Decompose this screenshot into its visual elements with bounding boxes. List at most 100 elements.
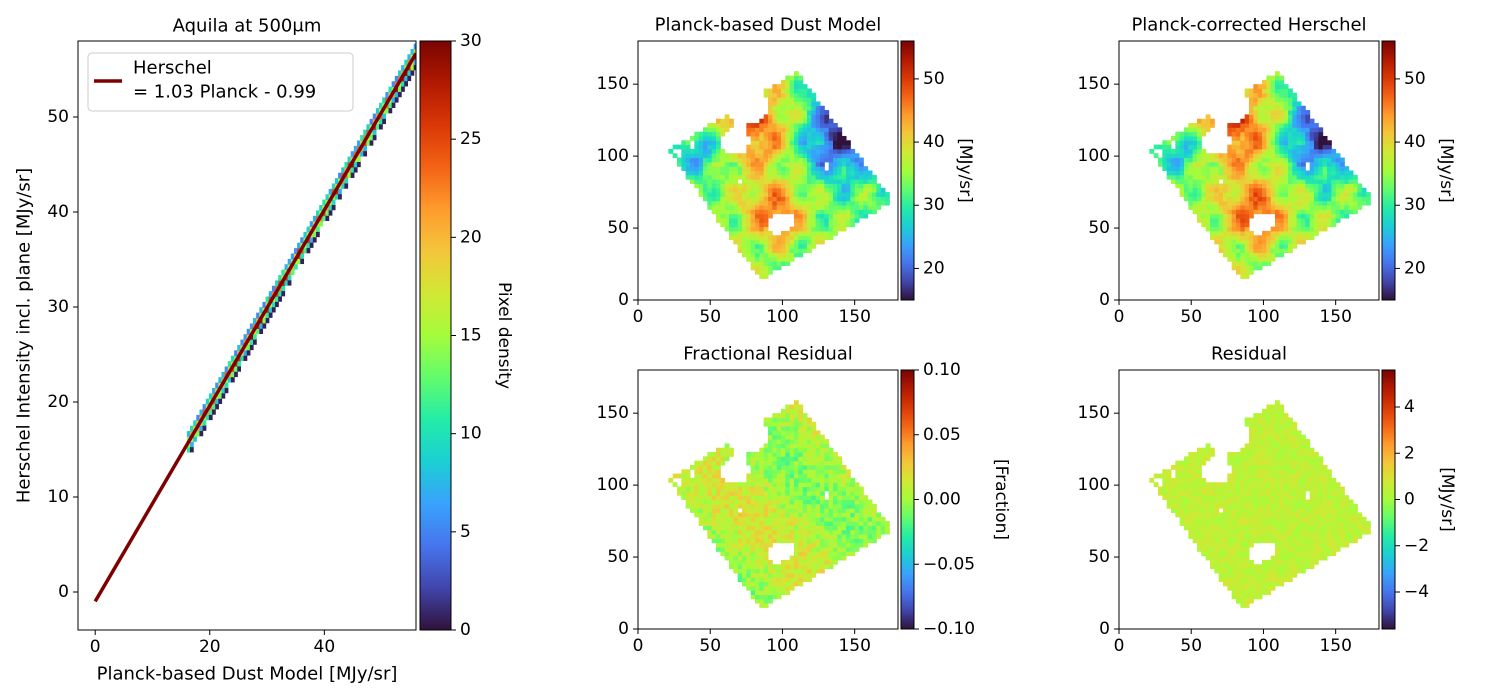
map-pixel bbox=[1314, 127, 1319, 133]
map-pixel bbox=[729, 503, 734, 509]
map-pixel bbox=[685, 161, 691, 167]
map-pixel bbox=[1283, 235, 1289, 241]
map-pixel bbox=[746, 521, 752, 526]
histogram-cell bbox=[271, 306, 276, 313]
map-pixel bbox=[820, 464, 825, 470]
map-pixel bbox=[781, 196, 786, 202]
map-pixel bbox=[1240, 603, 1246, 608]
map-pixel bbox=[720, 460, 726, 466]
map-pixel bbox=[685, 166, 691, 171]
map-pixel bbox=[763, 88, 769, 94]
map-pixel bbox=[1231, 512, 1237, 518]
map-pixel bbox=[772, 577, 778, 583]
map-pixel bbox=[681, 495, 687, 500]
map-pixel bbox=[1244, 248, 1250, 254]
map-pixel bbox=[1231, 161, 1237, 167]
map-pixel bbox=[759, 226, 765, 232]
histogram-cell bbox=[268, 312, 273, 318]
x-tick-label: 0 bbox=[90, 637, 101, 657]
map-pixel bbox=[798, 230, 804, 236]
map-pixel bbox=[1283, 243, 1289, 249]
map-pixel bbox=[802, 486, 808, 492]
map-pixel bbox=[703, 469, 708, 475]
map-pixel bbox=[1236, 243, 1241, 249]
map-pixel bbox=[1262, 79, 1267, 85]
map-pixel bbox=[1266, 516, 1272, 522]
map-pixel bbox=[1184, 486, 1189, 492]
map-pixel bbox=[781, 123, 786, 128]
map-pixel bbox=[1314, 196, 1319, 202]
map-pixel bbox=[681, 469, 687, 475]
map-pixel bbox=[1253, 521, 1259, 526]
map-pixel bbox=[1244, 256, 1250, 262]
histogram-cell bbox=[189, 441, 194, 448]
map-pixel bbox=[1305, 140, 1311, 146]
map-pixel bbox=[785, 456, 791, 462]
map-pixel bbox=[776, 499, 782, 505]
legend-label-line1: Herschel bbox=[133, 58, 212, 79]
map-pixel bbox=[1270, 572, 1276, 578]
map-pixel bbox=[1218, 512, 1224, 518]
map-pixel bbox=[1214, 525, 1220, 531]
map-pixel bbox=[1214, 205, 1220, 210]
map-pixel bbox=[1257, 209, 1263, 215]
map-pixel bbox=[1296, 464, 1302, 470]
map-pixel bbox=[711, 486, 717, 492]
histogram-cell bbox=[328, 188, 333, 195]
map-pixel bbox=[1296, 559, 1302, 565]
map-pixel bbox=[824, 230, 830, 236]
map-pixel bbox=[798, 495, 804, 500]
map-pixel bbox=[729, 521, 734, 526]
map-pixel bbox=[1296, 161, 1302, 167]
map-pixel bbox=[867, 205, 873, 210]
map-pixel bbox=[746, 577, 752, 583]
map-pixel bbox=[1179, 135, 1185, 141]
map-pixel bbox=[802, 170, 808, 176]
map-pixel bbox=[807, 135, 812, 141]
map-pixel bbox=[768, 417, 773, 423]
map-pixel bbox=[1279, 148, 1285, 154]
map-pixel bbox=[1344, 183, 1350, 189]
map-pixel bbox=[798, 84, 804, 89]
map-pixel bbox=[1266, 235, 1272, 241]
map-pixel bbox=[1309, 127, 1315, 133]
map-pixel bbox=[776, 581, 782, 587]
map-pixel bbox=[724, 456, 730, 462]
histogram-cell bbox=[334, 178, 339, 184]
map-pixel bbox=[807, 101, 812, 107]
map-pixel bbox=[729, 482, 734, 488]
map-pixel bbox=[1227, 529, 1233, 535]
map-pixel bbox=[737, 572, 743, 578]
map-pixel bbox=[768, 261, 773, 266]
map-pixel bbox=[1231, 452, 1237, 457]
colorbar-tick-label: 0.10 bbox=[923, 360, 961, 380]
map-pixel bbox=[833, 516, 838, 522]
y-tick-label: 0 bbox=[618, 619, 629, 639]
map-pixel bbox=[1279, 226, 1285, 232]
map-pixel bbox=[846, 516, 851, 522]
map-pixel bbox=[807, 542, 812, 548]
map-pixel bbox=[811, 464, 817, 470]
map-pixel bbox=[1331, 161, 1337, 167]
map-pixel bbox=[1257, 568, 1263, 574]
map-pixel bbox=[1270, 555, 1276, 561]
map-pixel bbox=[707, 525, 713, 531]
map-pixel bbox=[768, 170, 773, 176]
histogram-cell bbox=[426, 22, 430, 28]
map-pixel bbox=[833, 226, 838, 232]
map-pixel bbox=[1275, 495, 1280, 500]
map-pixel bbox=[1236, 226, 1241, 232]
map-pixel bbox=[820, 477, 825, 483]
map-pixel bbox=[785, 192, 791, 197]
map-pixel bbox=[737, 538, 743, 544]
map-pixel bbox=[798, 546, 804, 552]
map-pixel bbox=[1210, 529, 1215, 535]
map-pixel bbox=[711, 538, 717, 544]
map-pixel bbox=[1340, 205, 1345, 210]
map-pixel bbox=[794, 538, 799, 544]
map-pixel bbox=[1184, 473, 1189, 479]
histogram-cell bbox=[253, 338, 257, 345]
histogram-cell bbox=[256, 312, 260, 319]
map-pixel bbox=[755, 243, 760, 249]
map-pixel bbox=[1257, 92, 1263, 98]
